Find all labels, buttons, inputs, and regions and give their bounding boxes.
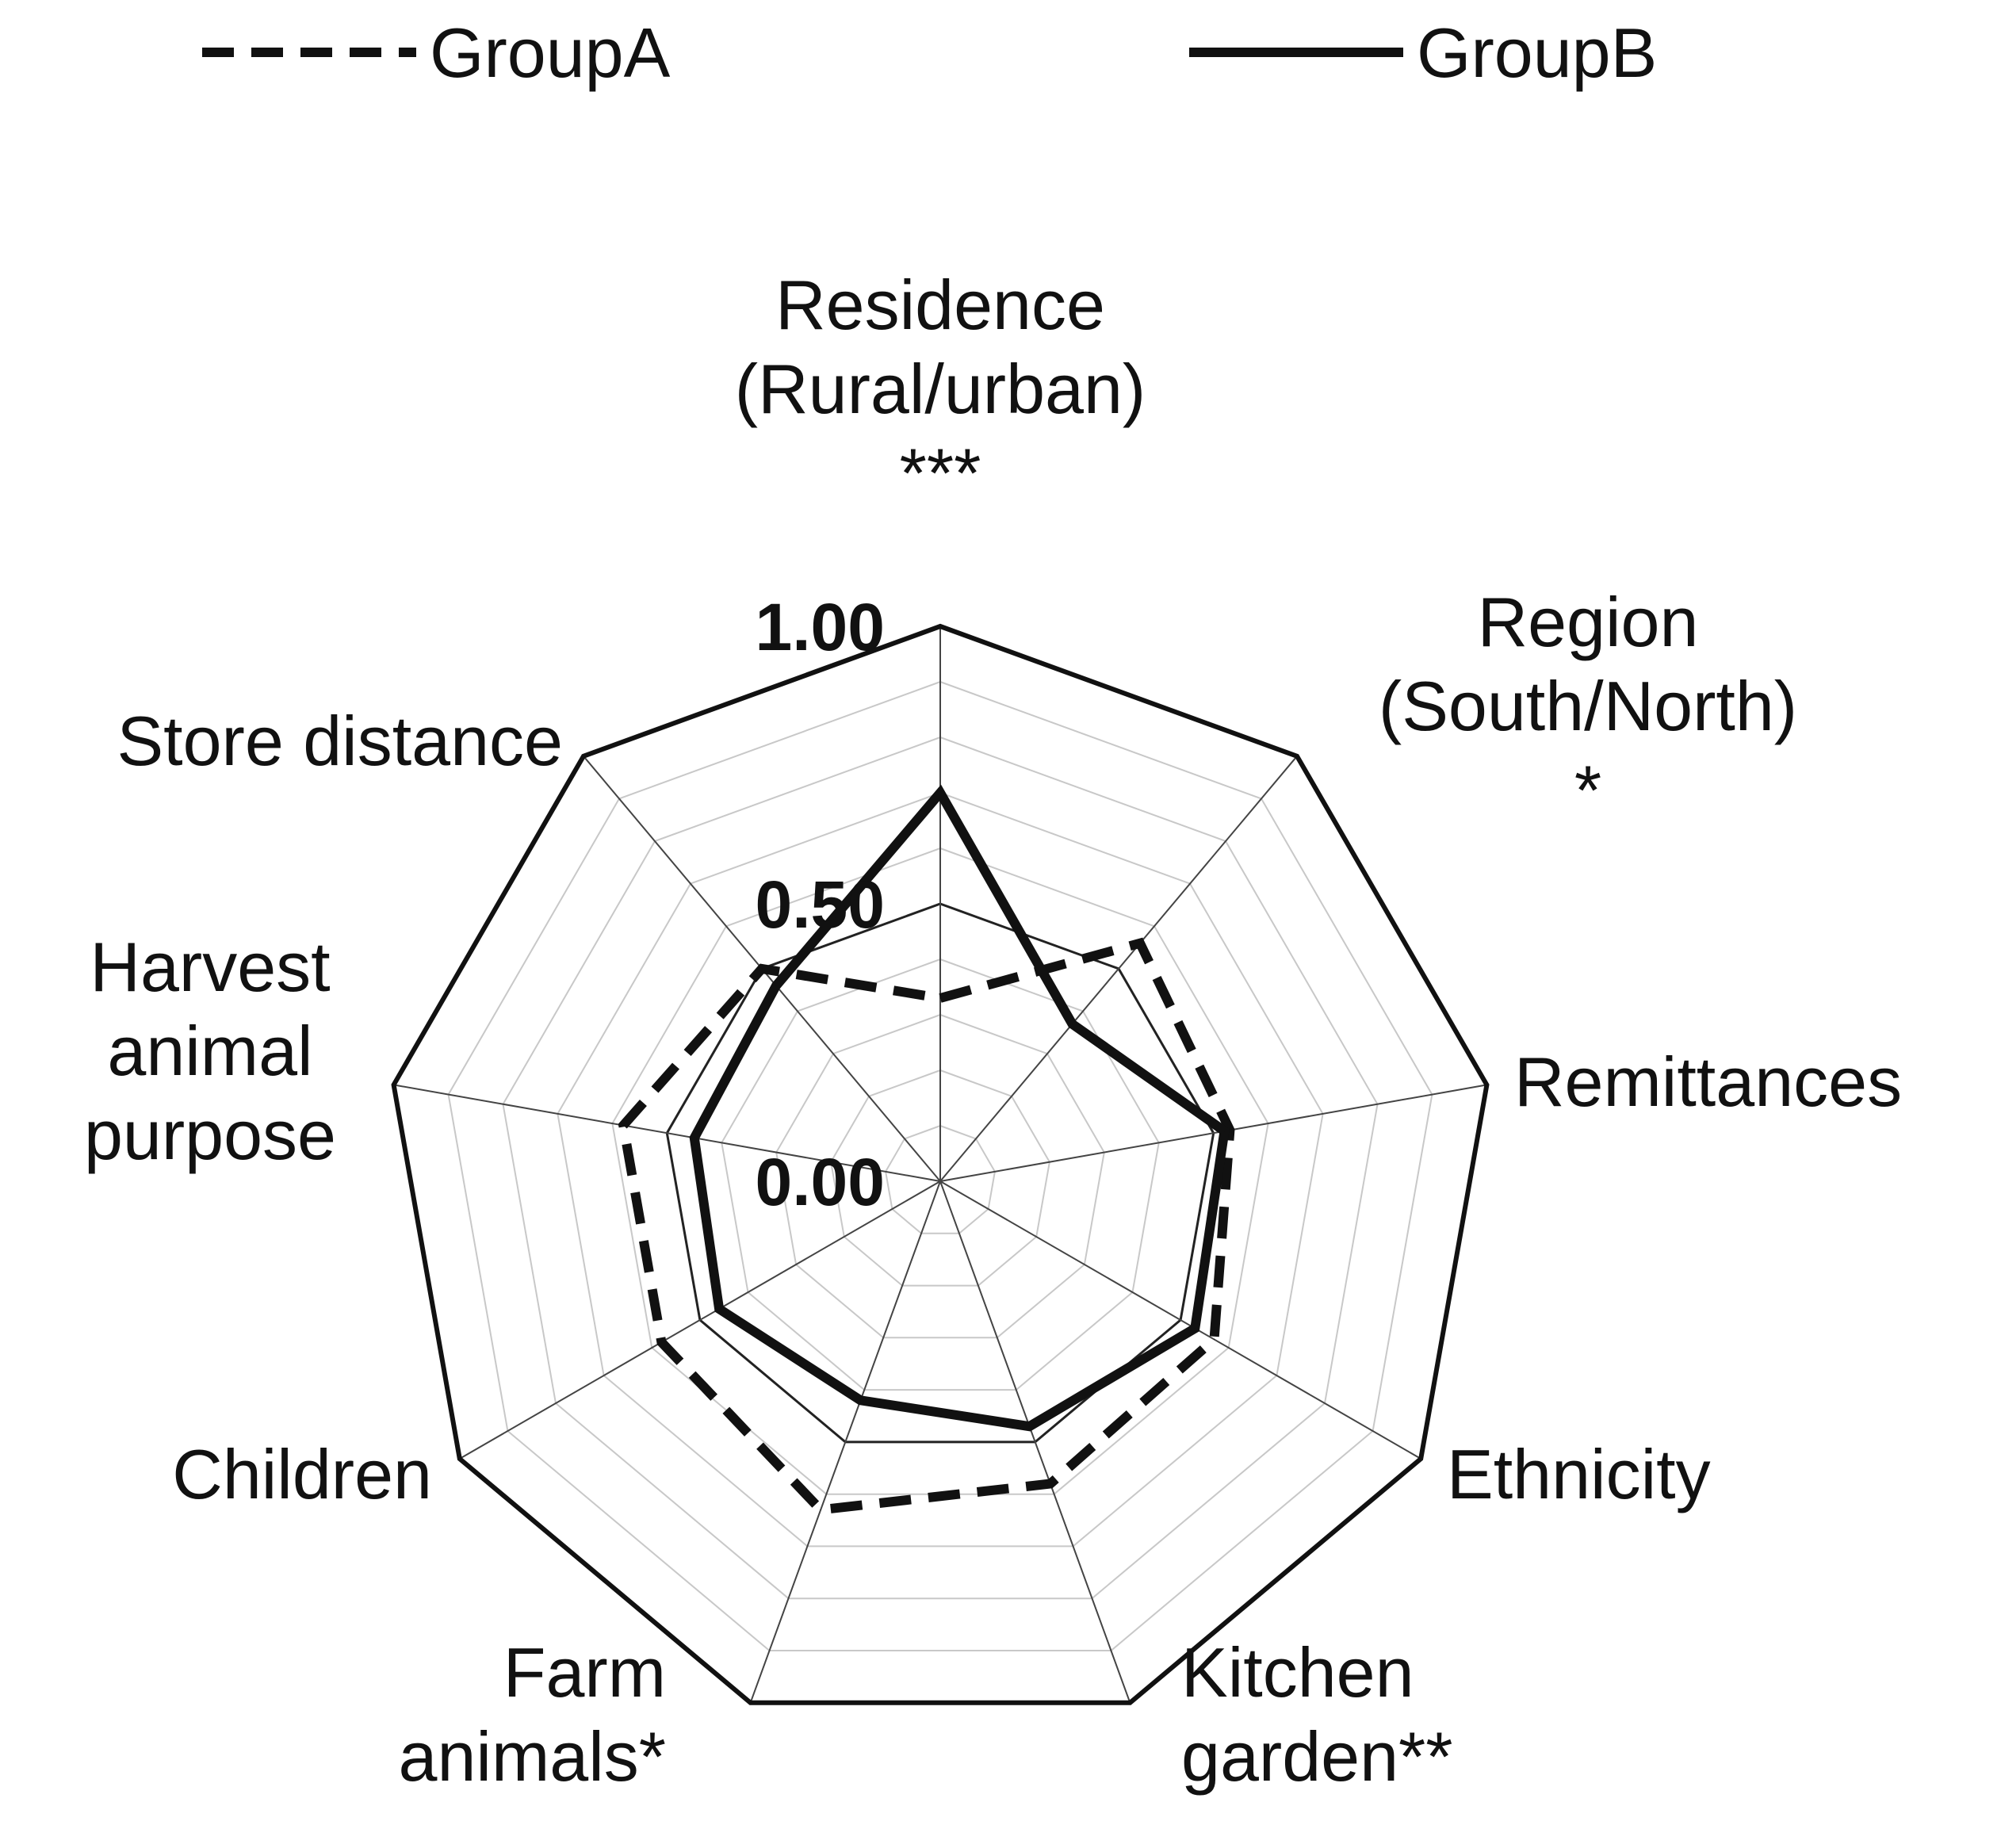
data-point-groupa-harvest-animal-purpose <box>622 1125 624 1126</box>
axis-label-line: Harvest <box>90 928 330 1006</box>
data-point-groupb-region <box>1072 1023 1073 1025</box>
spoke-harvest-animal-purpose <box>393 1084 941 1182</box>
axis-label-store-distance: Store distance <box>117 702 563 780</box>
axis-label-line: Store distance <box>117 702 563 780</box>
axis-label-line: animal <box>107 1012 312 1090</box>
grid-ring <box>721 958 1160 1391</box>
axis-label-line: Residence <box>775 266 1105 344</box>
grid-ring <box>665 902 1215 1444</box>
data-point-groupa-children <box>660 1341 662 1343</box>
legend: GroupA GroupB <box>202 13 1657 92</box>
axis-label-line: (Rural/urban) <box>735 350 1146 428</box>
spoke-farm-animals <box>749 1180 941 1704</box>
data-point-groupb-farm-animals <box>859 1399 861 1401</box>
data-point-groupb-children <box>718 1308 720 1310</box>
axis-label-line: *** <box>900 434 981 512</box>
axis-label-line: Ethnicity <box>1447 1435 1711 1513</box>
axis-label-line: animals* <box>399 1717 666 1796</box>
legend-label-groupa: GroupA <box>430 13 671 92</box>
axis-label-line: Remittances <box>1514 1043 1902 1121</box>
axis-label-line: Kitchen <box>1181 1633 1414 1712</box>
axis-label-region: Region (South/North) * <box>1379 583 1797 829</box>
spoke-ethnicity <box>939 1180 1421 1460</box>
axis-label-line: garden** <box>1181 1717 1453 1796</box>
radial-tick-labels: 0.00 0.50 1.00 <box>756 590 886 1219</box>
axis-label-line: Region <box>1478 583 1699 661</box>
grid-ring <box>830 1069 1050 1287</box>
data-point-groupa-ethnicity <box>1214 1339 1215 1340</box>
axis-label-line: (South/North) <box>1379 667 1797 745</box>
radar-grid <box>447 680 1433 1651</box>
axis-labels: Residence (Rural/urban) *** Region (South/No… <box>84 266 1902 1796</box>
axis-label-harvest-animal-purpose: Harvest animal purpose <box>84 928 336 1174</box>
radar-outer-frame <box>391 623 1490 1705</box>
grid-ring <box>885 1124 996 1234</box>
axis-label-residence: Residence (Rural/urban) *** <box>735 266 1146 512</box>
axis-label-children: Children <box>172 1435 432 1513</box>
spoke-children <box>459 1180 941 1460</box>
axis-label-line: purpose <box>84 1096 336 1174</box>
data-point-groupa-store-distance <box>761 968 763 970</box>
axis-label-kitchen-garden: Kitchen garden** <box>1181 1633 1453 1796</box>
tick-label: 0.50 <box>756 867 886 942</box>
series-layer <box>618 784 1235 1515</box>
data-point-groupa-residence <box>939 997 941 999</box>
data-point-groupb-ethnicity <box>1194 1328 1196 1329</box>
tick-label: 0.00 <box>756 1145 886 1219</box>
tick-label: 1.00 <box>756 590 886 664</box>
axis-label-ethnicity: Ethnicity <box>1447 1435 1711 1513</box>
data-point-groupb-store-distance <box>775 985 777 986</box>
axis-label-line: * <box>1574 751 1601 829</box>
grid-ring <box>557 791 1324 1548</box>
grid-ring <box>775 1013 1105 1339</box>
radar-spokes <box>393 626 1487 1704</box>
axis-label-remittances: Remittances <box>1514 1043 1902 1121</box>
series-line-groupb <box>689 784 1230 1432</box>
outer-ring <box>391 623 1490 1705</box>
data-point-groupb-residence <box>939 792 941 794</box>
axis-label-line: Children <box>172 1435 432 1513</box>
series-line-groupa <box>618 937 1235 1515</box>
spoke-remittances <box>939 1084 1487 1182</box>
grid-ring <box>447 680 1433 1651</box>
axis-label-farm-animals: Farm animals* <box>399 1633 666 1796</box>
spoke-region <box>939 756 1298 1182</box>
legend-label-groupb: GroupB <box>1417 13 1657 92</box>
axis-label-line: Farm <box>503 1633 666 1712</box>
spoke-kitchen-garden <box>939 1180 1131 1704</box>
data-point-groupb-kitchen-garden <box>1029 1425 1030 1427</box>
grid-ring <box>502 736 1379 1600</box>
